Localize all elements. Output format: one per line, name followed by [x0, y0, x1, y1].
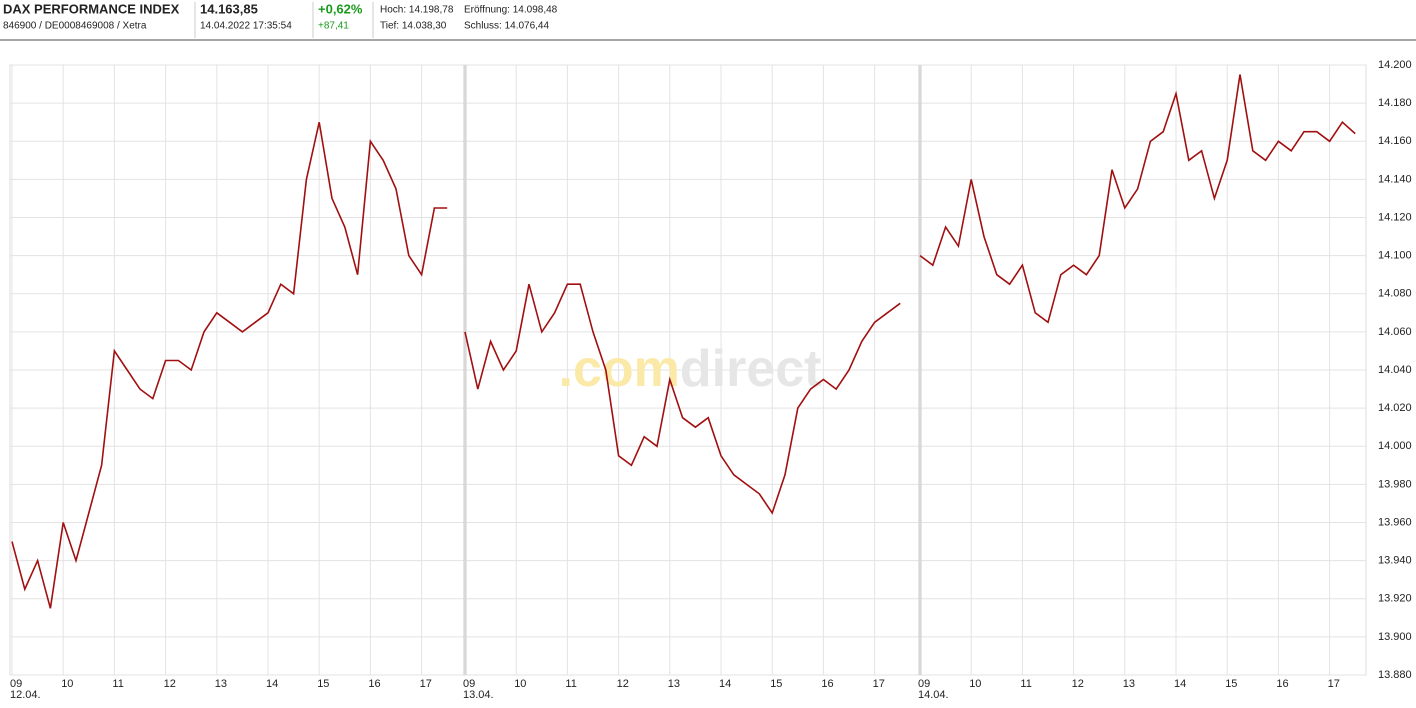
price-line [464, 283, 901, 515]
y-tick-label: 14.200 [1378, 59, 1412, 71]
x-tick-label: 17 [873, 678, 885, 690]
y-tick-label: 13.880 [1378, 669, 1412, 681]
index-name: DAX PERFORMANCE INDEX [3, 1, 180, 16]
x-tick-label: 10 [61, 678, 73, 690]
x-tick-label: 14 [1174, 678, 1186, 690]
x-tick-label: 16 [368, 678, 380, 690]
price: 14.163,85 [200, 1, 258, 16]
low: Tief: 14.038,30 [380, 21, 447, 32]
x-tick-label: 16 [821, 678, 833, 690]
x-tick-label: 17 [420, 678, 432, 690]
x-tick-label: 10 [969, 678, 981, 690]
y-tick-label: 14.180 [1378, 97, 1412, 109]
x-tick-label: 09 [918, 678, 930, 690]
y-tick-label: 13.980 [1378, 478, 1412, 490]
close: Schluss: 14.076,44 [464, 21, 549, 32]
x-tick-label: 11 [1020, 678, 1031, 690]
y-tick-label: 14.140 [1378, 173, 1412, 185]
watermark: .comdirect [559, 340, 822, 398]
watermark-com: .com [559, 340, 680, 398]
x-tick-label: 12 [617, 678, 629, 690]
x-tick-label: 12 [164, 678, 176, 690]
x-tick-label: 15 [770, 678, 782, 690]
x-tick-label: 14 [266, 678, 278, 690]
y-tick-label: 13.900 [1378, 631, 1412, 643]
x-tick-label: 16 [1276, 678, 1288, 690]
x-tick-label: 13 [1123, 678, 1135, 690]
x-tick-label: 10 [514, 678, 526, 690]
x-tick-label: 13 [215, 678, 227, 690]
open: Eröffnung: 14.098,48 [464, 5, 558, 16]
date-label: 12.04. [10, 689, 41, 701]
x-tick-label: 12 [1072, 678, 1084, 690]
price-line [919, 74, 1356, 324]
date-label: 13.04. [463, 689, 494, 701]
x-tick-label: 15 [1225, 678, 1237, 690]
x-tick-label: 11 [565, 678, 576, 690]
y-tick-label: 13.940 [1378, 555, 1412, 567]
header-bg [0, 0, 1416, 40]
y-tick-label: 14.080 [1378, 288, 1412, 300]
x-tick-label: 09 [463, 678, 475, 690]
y-tick-label: 14.040 [1378, 364, 1412, 376]
change-abs: +87,41 [318, 21, 349, 32]
y-tick-label: 14.000 [1378, 440, 1412, 452]
y-tick-label: 13.920 [1378, 593, 1412, 605]
x-tick-label: 13 [668, 678, 680, 690]
timestamp: 14.04.2022 17:35:54 [200, 21, 292, 32]
y-tick-label: 14.060 [1378, 326, 1412, 338]
x-tick-label: 09 [10, 678, 22, 690]
index-ids: 846900 / DE0008469008 / Xetra [3, 21, 147, 32]
y-tick-label: 14.120 [1378, 211, 1412, 223]
watermark-direct: direct [680, 340, 822, 398]
change-pct: +0,62% [318, 1, 363, 16]
y-tick-label: 14.020 [1378, 402, 1412, 414]
y-tick-label: 14.100 [1378, 250, 1412, 262]
y-tick-label: 13.960 [1378, 516, 1412, 528]
x-tick-label: 14 [719, 678, 731, 690]
y-tick-label: 14.160 [1378, 135, 1412, 147]
x-tick-label: 11 [112, 678, 123, 690]
x-tick-label: 17 [1328, 678, 1340, 690]
date-label: 14.04. [918, 689, 949, 701]
high: Hoch: 14.198,78 [380, 5, 454, 16]
x-tick-label: 15 [317, 678, 329, 690]
price-line [11, 122, 448, 609]
